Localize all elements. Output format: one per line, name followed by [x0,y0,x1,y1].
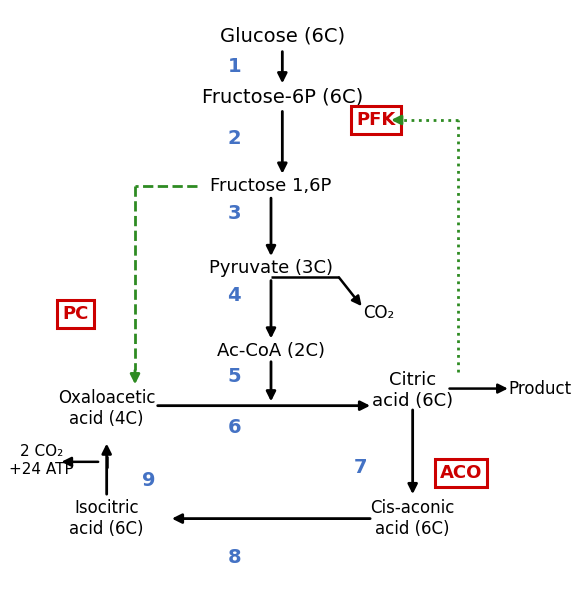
Text: 2: 2 [228,129,241,148]
Text: Fructose-6P (6C): Fructose-6P (6C) [202,88,363,107]
Text: CO₂: CO₂ [363,304,394,322]
Text: Citric
acid (6C): Citric acid (6C) [372,371,453,410]
Text: ACO: ACO [439,464,482,482]
Text: PFK: PFK [356,111,395,129]
Text: 5: 5 [228,367,241,386]
Text: Ac-CoA (2C): Ac-CoA (2C) [217,342,325,360]
Text: Glucose (6C): Glucose (6C) [220,27,345,46]
Text: 2 CO₂
+24 ATP: 2 CO₂ +24 ATP [9,444,74,477]
Text: Pyruvate (3C): Pyruvate (3C) [209,259,333,277]
Text: Isocitric
acid (6C): Isocitric acid (6C) [69,499,144,538]
Text: Oxaloacetic
acid (4C): Oxaloacetic acid (4C) [58,389,155,428]
Text: 1: 1 [228,57,241,76]
Text: Product: Product [509,379,572,397]
Text: 7: 7 [354,458,367,477]
Text: 3: 3 [228,204,241,223]
Text: Fructose 1,6P: Fructose 1,6P [210,177,332,195]
Text: 6: 6 [228,418,241,437]
Text: 9: 9 [143,471,156,490]
Text: PC: PC [62,305,88,323]
Text: 4: 4 [228,286,241,306]
Text: 8: 8 [228,548,241,567]
Text: Cis-aconic
acid (6C): Cis-aconic acid (6C) [371,499,455,538]
